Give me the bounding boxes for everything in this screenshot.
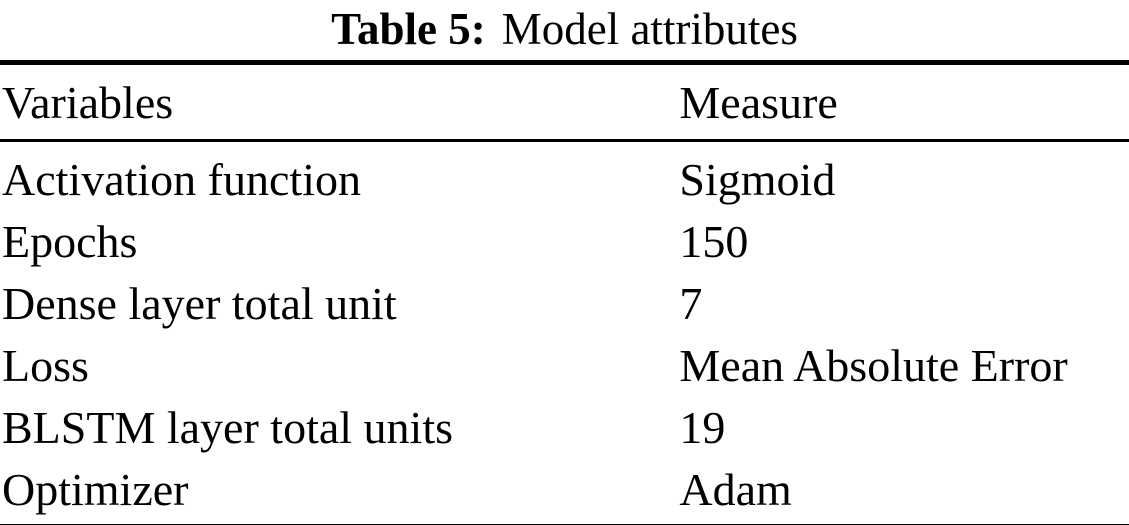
cell-measure: 7 (679, 277, 703, 329)
cell-measure: 150 (679, 215, 749, 267)
table-row: Optimizer Adam (0, 458, 1129, 525)
table-row: BLSTM layer total units 19 (0, 396, 1129, 458)
header-row: Variables Measure (0, 62, 1129, 142)
cell-variable: Epochs (2, 215, 138, 267)
column-header-variables: Variables (0, 62, 678, 142)
cell-measure: Sigmoid (679, 153, 836, 205)
model-attributes-table: Variables Measure Activation function Si… (0, 60, 1129, 525)
table-caption: Table 5: Model attributes (0, 0, 1129, 60)
cell-variable: Activation function (2, 153, 361, 205)
cell-variable: Optimizer (2, 463, 189, 515)
column-header-measure: Measure (677, 62, 1129, 142)
cell-variable: Dense layer total unit (2, 277, 397, 329)
table-row: Dense layer total unit 7 (0, 272, 1129, 334)
table-caption-text: Model attributes (501, 4, 798, 54)
cell-measure: Mean Absolute Error (679, 339, 1068, 391)
table-row: Loss Mean Absolute Error (0, 334, 1129, 396)
cell-measure: Adam (679, 463, 792, 515)
table-row: Epochs 150 (0, 210, 1129, 272)
cell-variable: Loss (2, 339, 89, 391)
table-caption-label: Table 5: (331, 4, 486, 54)
cell-variable: BLSTM layer total units (2, 401, 454, 453)
table-row: Activation function Sigmoid (0, 141, 1129, 211)
cell-measure: 19 (679, 401, 726, 453)
